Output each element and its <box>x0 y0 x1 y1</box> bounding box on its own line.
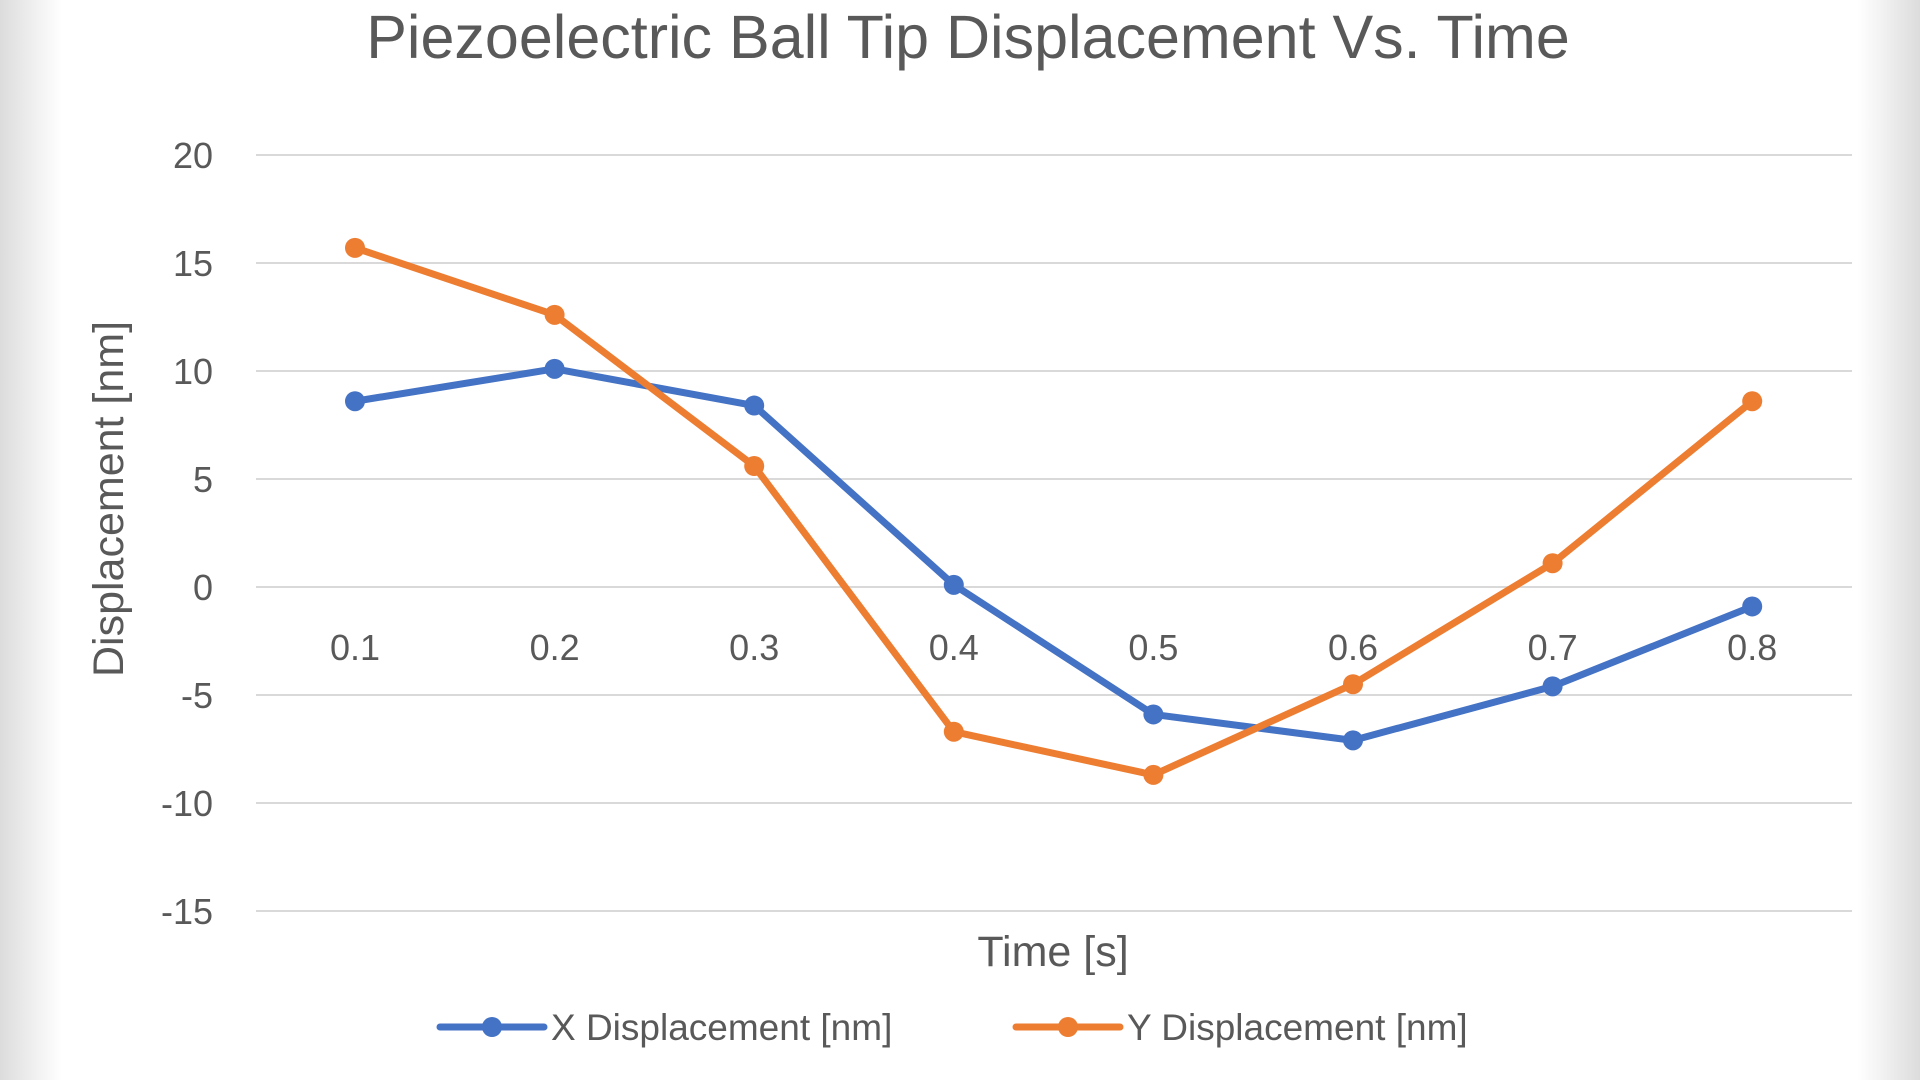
data-series <box>345 237 1763 785</box>
y-tick-label: 5 <box>193 459 213 500</box>
data-point <box>1742 391 1763 412</box>
y-tick-label: -5 <box>181 675 213 716</box>
legend-label: X Displacement [nm] <box>551 1007 892 1048</box>
y-tick-label: -15 <box>161 891 213 932</box>
y-axis-title: Displacement [nm] <box>85 321 133 677</box>
chart-title: Piezoelectric Ball Tip Displacement Vs. … <box>366 3 1570 71</box>
x-tick-label: 0.8 <box>1727 627 1777 668</box>
y-tick-label: -10 <box>161 783 213 824</box>
x-tick-label: 0.1 <box>330 627 380 668</box>
y-tick-label: 10 <box>173 351 213 392</box>
legend-item: X Displacement [nm] <box>436 1007 892 1048</box>
x-tick-label: 0.2 <box>530 627 580 668</box>
data-point <box>744 395 765 416</box>
series-x-displacement <box>345 358 1763 751</box>
x-tick-label: 0.4 <box>929 627 979 668</box>
y-tick-label: 15 <box>173 243 213 284</box>
data-point <box>1542 553 1563 574</box>
data-point <box>1343 674 1363 695</box>
series-line <box>351 244 1756 779</box>
x-tick-label: 0.7 <box>1528 627 1578 668</box>
x-axis-tick-labels: 0.1 0.2 0.3 0.4 0.5 0.6 0.7 0.8 <box>330 627 1777 668</box>
y-tick-label: 0 <box>193 567 213 608</box>
data-point <box>345 391 365 412</box>
data-point <box>345 237 365 258</box>
series-y-displacement <box>345 237 1763 785</box>
x-tick-label: 0.6 <box>1328 627 1378 668</box>
data-point <box>1143 764 1164 785</box>
data-point <box>943 721 964 742</box>
x-tick-label: 0.5 <box>1128 627 1178 668</box>
data-point <box>1542 676 1563 697</box>
x-tick-label: 0.3 <box>729 627 779 668</box>
data-point <box>943 574 964 595</box>
legend-swatch-marker <box>482 1017 502 1037</box>
y-axis-tick-labels: 20 15 10 5 0 -5 -10 -15 <box>161 135 213 932</box>
data-point <box>1143 704 1164 725</box>
legend-item: Y Displacement [nm] <box>1012 1007 1468 1048</box>
data-point <box>1742 596 1763 617</box>
data-point <box>744 456 765 477</box>
series-line <box>351 365 1756 744</box>
data-point <box>1343 730 1363 751</box>
gridlines <box>256 154 1852 912</box>
legend-label: Y Displacement [nm] <box>1127 1007 1468 1048</box>
data-point <box>544 304 565 325</box>
legend-swatch-marker <box>1058 1017 1078 1037</box>
legend: X Displacement [nm] Y Displacement [nm] <box>436 1007 1468 1048</box>
x-axis-title: Time [s] <box>977 928 1128 976</box>
y-tick-label: 20 <box>173 135 213 176</box>
data-point <box>544 358 565 379</box>
